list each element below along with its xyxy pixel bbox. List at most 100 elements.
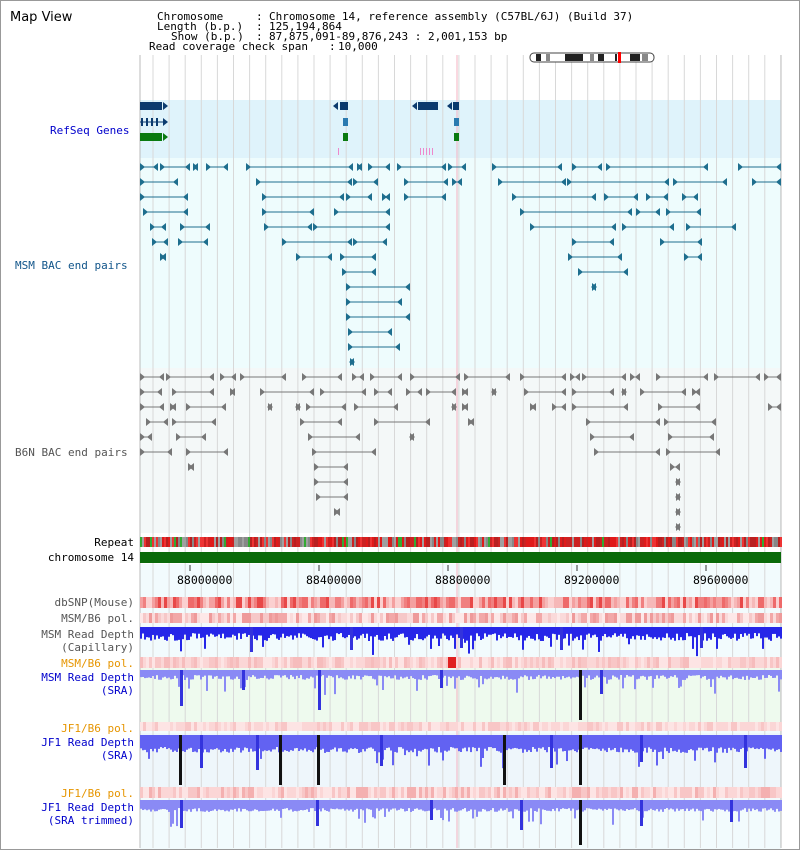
bac-end-pair[interactable] — [172, 388, 214, 396]
bac-end-pair[interactable] — [714, 373, 760, 381]
bac-end-pair[interactable] — [346, 283, 410, 291]
track-label-msm-read-depth-sra[interactable]: MSM Read Depth (SRA) — [41, 671, 134, 697]
jf1-b6-pol-track[interactable] — [140, 722, 782, 731]
bac-end-pair[interactable] — [334, 508, 340, 516]
bac-end-pair[interactable] — [316, 493, 348, 501]
bac-end-pair[interactable] — [462, 388, 468, 396]
bac-end-pair[interactable] — [313, 223, 390, 231]
bac-end-pair[interactable] — [572, 403, 628, 411]
bac-end-pair[interactable] — [491, 388, 497, 396]
bac-end-pair[interactable] — [448, 163, 466, 171]
chromosome-ideogram[interactable] — [529, 52, 655, 63]
bac-end-pair[interactable] — [193, 163, 198, 171]
refseq-genes[interactable] — [140, 102, 459, 155]
bac-end-pair[interactable] — [262, 208, 314, 216]
bac-end-pair[interactable] — [264, 223, 312, 231]
bac-end-pair[interactable] — [752, 178, 781, 186]
bac-end-pair[interactable] — [524, 388, 566, 396]
bac-end-pair[interactable] — [675, 508, 681, 516]
bac-end-pair[interactable] — [230, 388, 235, 396]
bac-end-pair[interactable] — [152, 238, 168, 246]
bac-end-pair[interactable] — [567, 178, 669, 186]
bac-end-pair[interactable] — [150, 223, 166, 231]
bac-end-pair[interactable] — [368, 163, 390, 171]
track-label-jf1-b6-pol-trimmed[interactable]: JF1/B6 pol. — [61, 787, 134, 800]
bac-end-pair[interactable] — [621, 388, 627, 396]
bac-end-pair[interactable] — [346, 298, 402, 306]
track-label-msm-b6-pol-sra[interactable]: MSM/B6 pol. — [61, 657, 134, 670]
bac-end-pair[interactable] — [675, 493, 681, 501]
bac-end-pair[interactable] — [590, 433, 634, 441]
bac-end-pair[interactable] — [176, 433, 206, 441]
bac-end-pair[interactable] — [374, 418, 430, 426]
bac-end-pair[interactable] — [406, 388, 422, 396]
bac-end-pair[interactable] — [410, 373, 460, 381]
bac-end-pair[interactable] — [768, 403, 781, 411]
bac-end-pair[interactable] — [186, 403, 226, 411]
bac-end-pair[interactable] — [320, 388, 366, 396]
bac-end-pair[interactable] — [140, 388, 162, 396]
jf1-b6-pol-trimmed-track[interactable] — [140, 787, 782, 798]
track-label-b6n-bac-end-pairs[interactable]: B6N BAC end pairs — [15, 446, 128, 459]
bac-end-pair[interactable] — [586, 418, 660, 426]
bac-end-pair[interactable] — [296, 253, 332, 261]
bac-end-pair[interactable] — [684, 253, 702, 261]
bac-end-pair[interactable] — [346, 193, 372, 201]
bac-end-pair[interactable] — [146, 418, 168, 426]
track-label-msm-b6-pol[interactable]: MSM/B6 pol. — [61, 612, 134, 625]
bac-end-pair[interactable] — [675, 478, 681, 486]
bac-end-pair[interactable] — [240, 373, 286, 381]
bac-end-pair[interactable] — [582, 373, 626, 381]
track-label-jf1-read-depth-sra[interactable]: JF1 Read Depth (SRA) — [41, 736, 134, 762]
dbsnp-track[interactable] — [140, 597, 782, 608]
bac-end-pair[interactable] — [256, 178, 352, 186]
bac-end-pair[interactable] — [673, 178, 727, 186]
bac-end-pair[interactable] — [382, 193, 390, 201]
bac-end-pair[interactable] — [295, 403, 301, 411]
bac-end-pair[interactable] — [682, 193, 698, 201]
bac-end-pair[interactable] — [409, 433, 415, 441]
bac-end-pair[interactable] — [604, 193, 638, 201]
bac-end-pair[interactable] — [353, 238, 387, 246]
bac-end-pair[interactable] — [140, 193, 188, 201]
msm-read-depth-sra-track[interactable] — [140, 670, 782, 720]
bac-end-pair[interactable] — [636, 208, 660, 216]
bac-end-pair[interactable] — [426, 388, 456, 396]
bac-end-pair[interactable] — [140, 448, 172, 456]
track-label-jf1-b6-pol[interactable]: JF1/B6 pol. — [61, 722, 134, 735]
track-label-dbsnp[interactable]: dbSNP(Mouse) — [54, 596, 134, 609]
bac-end-pair[interactable] — [404, 178, 448, 186]
track-label-refseq-genes[interactable]: RefSeq Genes — [50, 124, 130, 137]
bac-end-pair[interactable] — [180, 223, 210, 231]
bac-end-pair[interactable] — [666, 208, 701, 216]
bac-end-pair[interactable] — [160, 163, 190, 171]
bac-end-pair[interactable] — [140, 433, 152, 441]
bac-end-pair[interactable] — [160, 253, 166, 261]
bac-end-pair[interactable] — [262, 193, 344, 201]
bac-end-pair[interactable] — [451, 403, 457, 411]
bac-end-pair[interactable] — [397, 163, 446, 171]
bac-end-pair[interactable] — [348, 328, 392, 336]
bac-end-pair[interactable] — [404, 193, 446, 201]
bac-end-pair[interactable] — [312, 448, 376, 456]
jf1-read-depth-sra-track[interactable] — [140, 735, 782, 785]
track-label-jf1-read-depth-trimmed[interactable]: JF1 Read Depth (SRA trimmed) — [41, 801, 134, 827]
msm-bac-end-pairs[interactable] — [140, 163, 781, 366]
bac-end-pair[interactable] — [220, 373, 236, 381]
bac-end-pair[interactable] — [512, 193, 596, 201]
bac-end-pair[interactable] — [520, 373, 566, 381]
bac-end-pair[interactable] — [374, 388, 392, 396]
bac-end-pair[interactable] — [568, 253, 622, 261]
bac-end-pair[interactable] — [630, 373, 640, 381]
bac-end-pair[interactable] — [166, 373, 214, 381]
bac-end-pair[interactable] — [348, 343, 400, 351]
bac-end-pair[interactable] — [660, 238, 702, 246]
bac-end-pair[interactable] — [140, 163, 158, 171]
bac-end-pair[interactable] — [349, 358, 355, 366]
bac-end-pair[interactable] — [340, 253, 376, 261]
msm-b6-pol-track[interactable] — [140, 613, 782, 623]
bac-end-pair[interactable] — [656, 373, 708, 381]
bac-end-pair[interactable] — [468, 418, 474, 426]
bac-end-pair[interactable] — [302, 373, 342, 381]
bac-end-pair[interactable] — [670, 463, 680, 471]
